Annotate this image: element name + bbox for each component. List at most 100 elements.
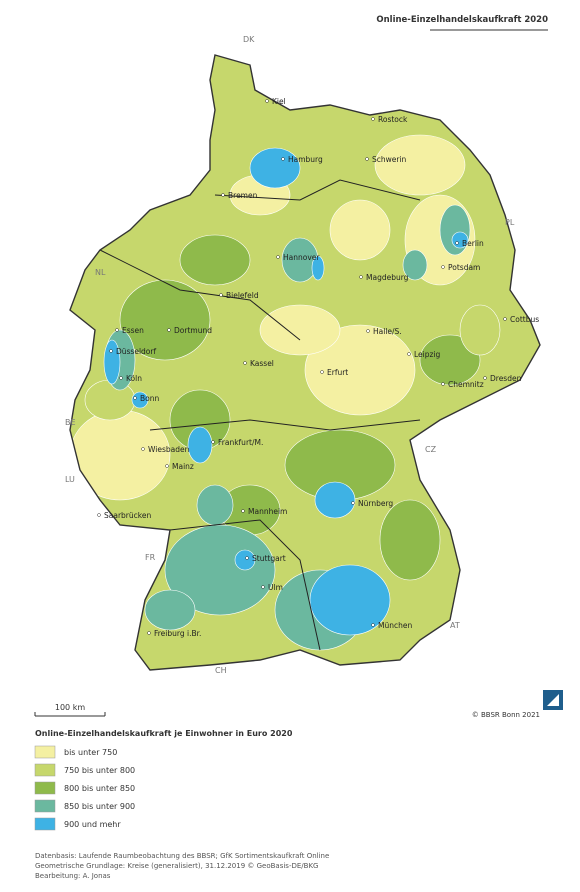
region <box>379 499 441 581</box>
city-label: Kiel <box>272 97 286 106</box>
state-border <box>149 419 421 431</box>
state-border <box>169 519 321 651</box>
region <box>103 339 121 385</box>
city-label: Hannover <box>283 253 320 262</box>
footer-line: Datenbasis: Laufende Raumbeobachtung des… <box>35 852 329 860</box>
region <box>249 147 301 189</box>
city-label: Freiburg i.Br. <box>154 629 201 638</box>
city-label: Halle/S. <box>373 327 402 336</box>
region <box>144 589 196 631</box>
legend-label: bis unter 750 <box>64 748 117 757</box>
legend-label: 750 bis unter 800 <box>64 766 135 775</box>
legend-label: 800 bis unter 850 <box>64 784 135 793</box>
city-dot <box>109 349 113 353</box>
region <box>329 199 391 261</box>
footer-line: Bearbeitung: A. Jonas <box>35 872 111 880</box>
city-dot <box>147 631 151 635</box>
region <box>187 426 213 464</box>
legend-label: 850 bis unter 900 <box>64 802 135 811</box>
region <box>70 409 171 501</box>
city-dot <box>366 329 370 333</box>
city-label: Dresden <box>490 374 522 383</box>
country-label: AT <box>450 621 460 630</box>
region <box>131 391 149 409</box>
scale-label: 100 km <box>55 703 85 712</box>
city-label: Nürnberg <box>358 499 393 508</box>
city-label: Mannheim <box>248 507 287 516</box>
country-label: BE <box>65 418 76 427</box>
state-border <box>99 249 301 341</box>
state-border <box>214 179 421 201</box>
city-dot <box>221 193 225 197</box>
map <box>70 55 540 670</box>
region <box>459 304 501 356</box>
city-dot <box>441 265 445 269</box>
city-dot <box>371 623 375 627</box>
city-label: Köln <box>126 374 142 383</box>
legend-swatch <box>34 799 56 813</box>
title: Online-Einzelhandelskaufkraft 2020 <box>376 15 548 25</box>
city-label: Bremen <box>228 191 258 200</box>
city-dot <box>241 509 245 513</box>
legend-label: 900 und mehr <box>64 820 121 829</box>
city-dot <box>265 99 269 103</box>
city-label: Potsdam <box>448 263 480 272</box>
region <box>419 334 481 386</box>
city-dot <box>141 447 145 451</box>
region <box>196 484 234 526</box>
city-dot <box>245 556 249 560</box>
city-label: Düsseldorf <box>116 347 156 356</box>
city-label: Chemnitz <box>448 380 484 389</box>
city-dot <box>261 585 265 589</box>
country-label: FR <box>145 553 156 562</box>
city-label: Erfurt <box>327 368 348 377</box>
city-dot <box>211 440 215 444</box>
footer: Datenbasis: Laufende Raumbeobachtung des… <box>35 852 329 880</box>
city-dot <box>133 396 137 400</box>
city-dot <box>320 370 324 374</box>
city-label: Ulm <box>268 583 283 592</box>
country-label: PL <box>505 218 515 227</box>
city-label: Stuttgart <box>252 554 286 563</box>
city-label: Wiesbaden <box>148 445 190 454</box>
country-label: LU <box>65 475 75 484</box>
region <box>374 134 466 196</box>
city-dot <box>243 361 247 365</box>
city-label: Bonn <box>140 394 159 403</box>
city-label: Mainz <box>172 462 194 471</box>
region <box>179 234 251 286</box>
city-dot <box>365 157 369 161</box>
city-label: Saarbrücken <box>104 511 151 520</box>
city-dot <box>359 275 363 279</box>
city-label: Berlin <box>462 239 484 248</box>
region <box>314 481 356 519</box>
region <box>309 564 391 636</box>
city-label: Kassel <box>250 359 274 368</box>
city-dot <box>219 293 223 297</box>
city-dot <box>119 376 123 380</box>
bbsr-logo <box>543 690 563 710</box>
country-label: CH <box>215 666 227 675</box>
region <box>119 279 211 361</box>
city-label: Essen <box>122 326 144 335</box>
legend-title: Online-Einzelhandelskaufkraft je Einwohn… <box>35 729 293 738</box>
region <box>304 324 416 416</box>
region <box>234 549 256 571</box>
footer-line: Geometrische Grundlage: Kreise (generali… <box>35 862 318 870</box>
city-dot <box>441 382 445 386</box>
city-label: Rostock <box>378 115 408 124</box>
region <box>311 255 325 281</box>
city-dot <box>115 328 119 332</box>
copyright: © BBSR Bonn 2021 <box>472 711 540 719</box>
legend-swatch <box>34 781 56 795</box>
legend-swatch <box>34 817 56 831</box>
city-dot <box>503 317 507 321</box>
city-dot <box>281 157 285 161</box>
city-dot <box>167 328 171 332</box>
city-dot <box>407 352 411 356</box>
region <box>164 524 276 616</box>
region <box>259 304 341 356</box>
country-border <box>69 54 541 671</box>
city-label: Leipzig <box>414 350 441 359</box>
